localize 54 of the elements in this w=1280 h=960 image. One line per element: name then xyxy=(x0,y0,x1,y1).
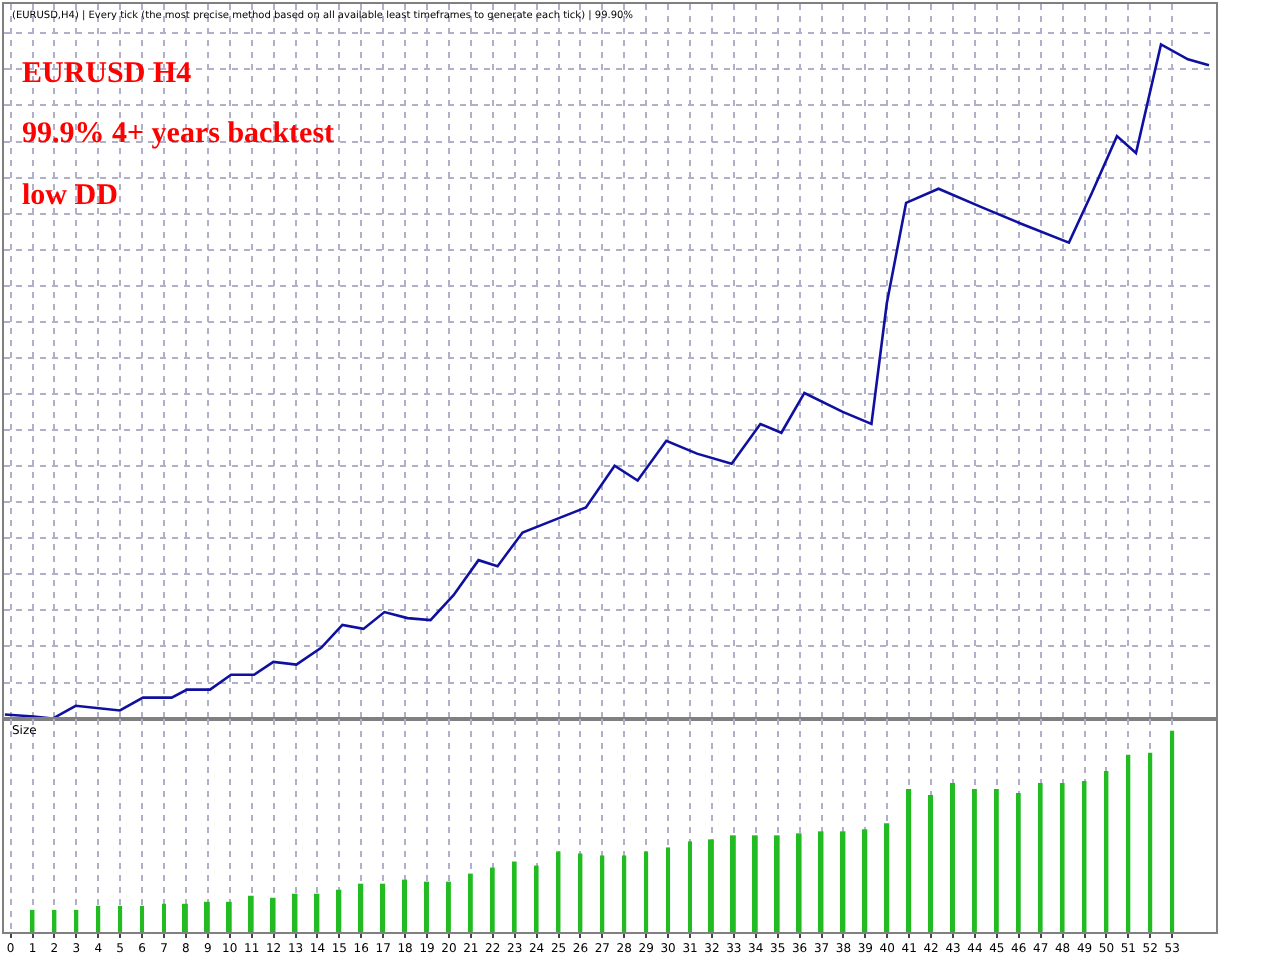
bar xyxy=(818,831,824,932)
bar xyxy=(468,873,473,932)
bar xyxy=(994,789,999,932)
bar xyxy=(1060,783,1065,932)
bar xyxy=(358,883,364,932)
bar xyxy=(1126,754,1131,932)
bar xyxy=(292,893,298,932)
bar xyxy=(52,909,57,932)
bar xyxy=(884,823,890,932)
bar xyxy=(248,895,254,932)
bar xyxy=(424,881,429,932)
bar xyxy=(74,909,79,932)
bar xyxy=(1148,752,1153,932)
bar xyxy=(622,855,627,932)
bar xyxy=(270,897,276,932)
bar xyxy=(1170,730,1175,932)
bar xyxy=(600,855,605,932)
bar xyxy=(796,833,802,932)
annotation: EURUSD H4 xyxy=(22,58,193,90)
bar xyxy=(1104,770,1109,932)
bar xyxy=(226,901,232,932)
bar xyxy=(96,905,101,932)
bar xyxy=(182,903,188,932)
bar xyxy=(972,789,977,932)
bar xyxy=(774,835,780,932)
bar xyxy=(162,903,166,932)
bar xyxy=(204,901,210,932)
bar xyxy=(928,795,934,932)
bar xyxy=(402,879,408,932)
bar xyxy=(140,905,145,932)
annotation: low DD xyxy=(22,180,119,212)
annotation: 99.9% 4+ years backtest xyxy=(22,118,335,150)
bar xyxy=(578,853,583,932)
bar xyxy=(688,841,692,932)
bar xyxy=(1038,783,1043,932)
bar xyxy=(118,905,123,932)
bar xyxy=(336,889,342,932)
bar xyxy=(314,893,320,932)
bar xyxy=(840,831,846,932)
bar xyxy=(380,883,386,932)
bar xyxy=(446,881,451,932)
bar xyxy=(512,861,517,932)
bar xyxy=(1016,793,1021,932)
bar xyxy=(730,835,736,932)
bar xyxy=(708,839,714,932)
bar xyxy=(950,783,955,932)
bar xyxy=(906,789,912,932)
bar xyxy=(556,851,561,932)
bar xyxy=(666,847,671,932)
bar xyxy=(490,867,495,932)
bar xyxy=(862,829,868,932)
bar xyxy=(644,851,649,932)
bar xyxy=(752,835,758,932)
bar xyxy=(534,865,539,932)
